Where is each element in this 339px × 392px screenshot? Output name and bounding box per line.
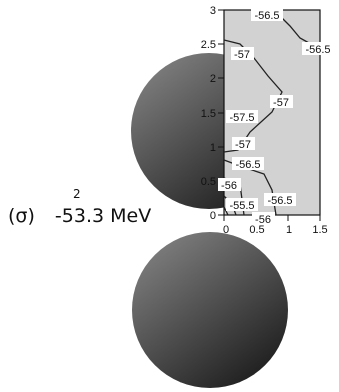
contour-label: -57	[234, 49, 250, 61]
y-tick-labels: 0 0.5 1 1.5 2 2.5 3	[201, 5, 216, 222]
x-tick-label: 0	[223, 224, 229, 236]
contour-label: -57	[273, 97, 289, 109]
energy-value: -53.3 MeV	[54, 205, 152, 227]
contour-label-box: -56.5	[264, 193, 296, 207]
sigma-symbol: (σ)	[8, 205, 35, 227]
contour-label-box: -56	[252, 212, 275, 226]
contour-plot: 0 0.5 1 1.5 2 2.5 3 0 0.5 1 1.5 -56.5 -5…	[201, 5, 334, 236]
contour-label-box: -55.5	[226, 198, 258, 212]
contour-label: -55.5	[229, 200, 254, 212]
contour-label-box: -56.5	[232, 157, 264, 171]
contour-label: -56.5	[235, 159, 260, 171]
contour-label-box: -56.5	[302, 42, 334, 56]
y-tick-label: 2	[210, 73, 216, 85]
contour-labels: -56.5 -56.5 -57 -57 -57.5 -57 -56.5 -56.…	[218, 8, 334, 226]
x-tick-label: 1.5	[312, 224, 327, 236]
y-tick-label: 2.5	[201, 39, 216, 51]
y-tick-label: 0.5	[201, 176, 216, 188]
exponent: 2	[73, 187, 81, 201]
contour-label-box: -56	[218, 178, 241, 192]
contour-label-box: -57.5	[226, 110, 258, 124]
x-tick-label: 1	[286, 224, 292, 236]
x-tick-labels: 0 0.5 1 1.5	[223, 224, 328, 236]
contour-label: -56	[221, 180, 237, 192]
y-tick-label: 0	[210, 210, 216, 222]
contour-label: -56.5	[254, 10, 279, 22]
contour-label-box: -57	[231, 47, 254, 61]
bottom-sphere	[132, 232, 288, 388]
caption: (σ) -53.3 MeV	[8, 205, 151, 227]
contour-label: -56.5	[267, 195, 292, 207]
contour-label: -57.5	[229, 112, 254, 124]
y-tick-label: 3	[210, 5, 216, 17]
y-tick-label: 1.5	[201, 108, 216, 120]
contour-label: -56.5	[305, 44, 330, 56]
contour-label-box: -56.5	[251, 8, 283, 22]
contour-label: -56	[255, 214, 271, 226]
x-tick-label: 0.5	[249, 224, 264, 236]
contour-label-box: -57	[270, 95, 293, 109]
top-sphere	[131, 53, 224, 209]
contour-label: -57	[235, 139, 251, 151]
contour-label-box: -57	[232, 137, 255, 151]
y-tick-label: 1	[210, 142, 216, 154]
